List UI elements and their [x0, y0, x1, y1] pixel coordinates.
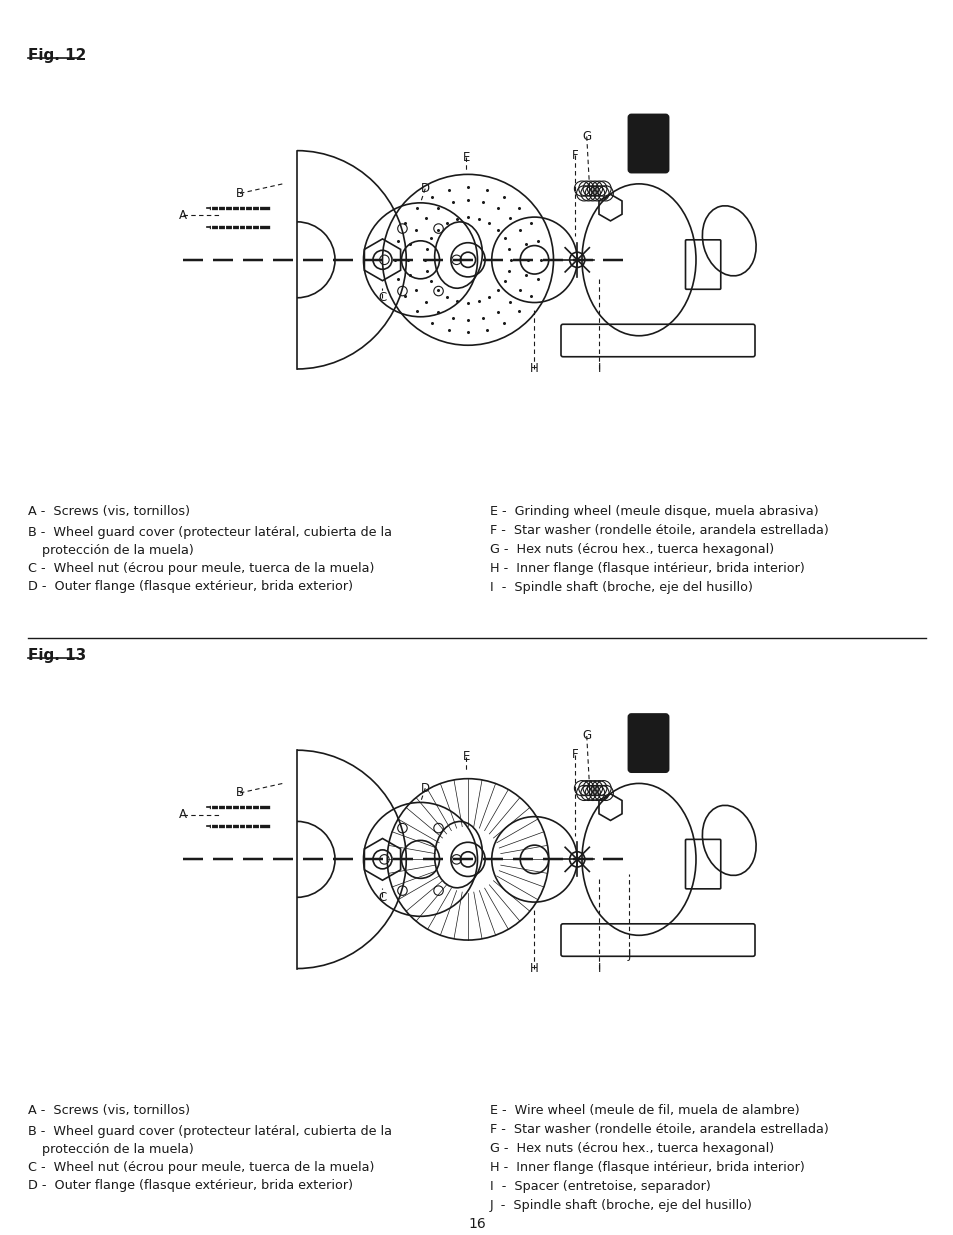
Text: B -  Wheel guard cover (protecteur latéral, cubierta de la: B - Wheel guard cover (protecteur latéra…	[28, 526, 392, 538]
Text: F: F	[572, 748, 578, 762]
Text: D -  Outer flange (flasque extérieur, brida exterior): D - Outer flange (flasque extérieur, bri…	[28, 1179, 353, 1192]
Text: J  -  Spindle shaft (broche, eje del husillo): J - Spindle shaft (broche, eje del husil…	[490, 1199, 752, 1212]
Text: D: D	[420, 782, 430, 794]
Text: B: B	[235, 787, 244, 799]
Text: I  -  Spindle shaft (broche, eje del husillo): I - Spindle shaft (broche, eje del husil…	[490, 580, 752, 594]
Text: E: E	[462, 751, 469, 763]
Text: A: A	[179, 808, 187, 821]
Text: G: G	[581, 730, 591, 742]
Text: protección de la muela): protección de la muela)	[42, 1144, 193, 1156]
Text: C: C	[378, 291, 386, 304]
Text: H: H	[530, 363, 538, 375]
Text: B: B	[235, 186, 244, 200]
Text: F -  Star washer (rondelle étoile, arandela estrellada): F - Star washer (rondelle étoile, arande…	[490, 524, 828, 537]
Text: E -  Wire wheel (meule de fil, muela de alambre): E - Wire wheel (meule de fil, muela de a…	[490, 1104, 799, 1118]
Text: C -  Wheel nut (écrou pour meule, tuerca de la muela): C - Wheel nut (écrou pour meule, tuerca …	[28, 562, 374, 574]
Text: A: A	[179, 209, 187, 222]
Text: B -  Wheel guard cover (protecteur latéral, cubierta de la: B - Wheel guard cover (protecteur latéra…	[28, 1125, 392, 1139]
Text: H -  Inner flange (flasque intérieur, brida interior): H - Inner flange (flasque intérieur, bri…	[490, 1161, 804, 1174]
Text: J: J	[627, 947, 631, 961]
Text: C -  Wheel nut (écrou pour meule, tuerca de la muela): C - Wheel nut (écrou pour meule, tuerca …	[28, 1161, 374, 1174]
Text: 16: 16	[468, 1218, 485, 1231]
Text: I: I	[597, 962, 600, 976]
Text: H -  Inner flange (flasque intérieur, brida interior): H - Inner flange (flasque intérieur, bri…	[490, 562, 804, 574]
Text: E: E	[462, 151, 469, 164]
Text: H: H	[530, 962, 538, 976]
Text: I  -  Spacer (entretoise, separador): I - Spacer (entretoise, separador)	[490, 1181, 710, 1193]
Text: D -  Outer flange (flasque extérieur, brida exterior): D - Outer flange (flasque extérieur, bri…	[28, 579, 353, 593]
Text: G -  Hex nuts (écrou hex., tuerca hexagonal): G - Hex nuts (écrou hex., tuerca hexagon…	[490, 542, 773, 556]
Text: A -  Screws (vis, tornillos): A - Screws (vis, tornillos)	[28, 1104, 190, 1118]
Text: I: I	[597, 363, 600, 375]
FancyBboxPatch shape	[628, 714, 668, 772]
Text: C: C	[378, 890, 386, 904]
FancyBboxPatch shape	[628, 115, 668, 173]
Text: G: G	[581, 130, 591, 143]
Text: Fig. 12: Fig. 12	[28, 48, 87, 63]
Text: Fig. 13: Fig. 13	[28, 647, 86, 662]
Text: D: D	[420, 182, 430, 195]
Text: F -  Star washer (rondelle étoile, arandela estrellada): F - Star washer (rondelle étoile, arande…	[490, 1123, 828, 1136]
Text: protección de la muela): protección de la muela)	[42, 543, 193, 557]
Text: G -  Hex nuts (écrou hex., tuerca hexagonal): G - Hex nuts (écrou hex., tuerca hexagon…	[490, 1142, 773, 1155]
Text: E -  Grinding wheel (meule disque, muela abrasiva): E - Grinding wheel (meule disque, muela …	[490, 505, 818, 517]
Text: F: F	[572, 149, 578, 162]
Text: A -  Screws (vis, tornillos): A - Screws (vis, tornillos)	[28, 505, 190, 517]
